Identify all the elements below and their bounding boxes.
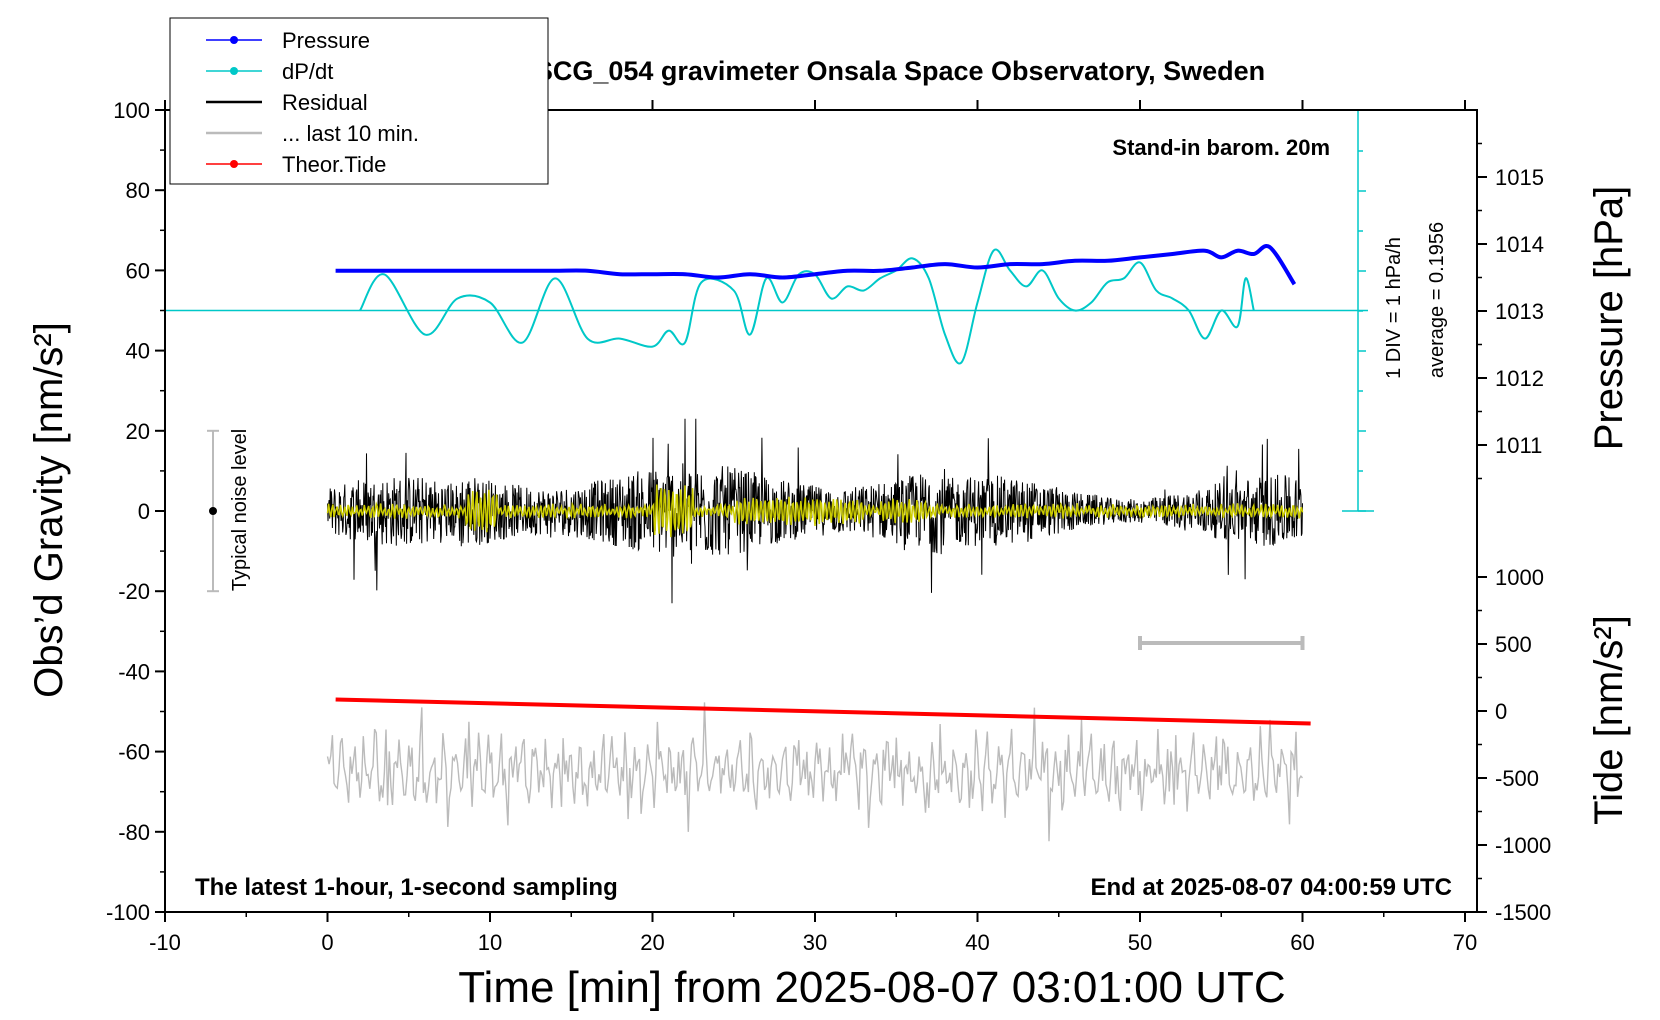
y-tick-label: 0 bbox=[138, 499, 150, 524]
x-tick-label: 0 bbox=[321, 930, 333, 955]
legend-marker bbox=[230, 160, 238, 168]
legend-label: Residual bbox=[282, 90, 368, 115]
x-axis-label: Time [min] from 2025-08-07 03:01:00 UTC bbox=[458, 963, 1285, 1012]
y-tick-label: 60 bbox=[126, 258, 150, 283]
residual-smoothed-line bbox=[326, 484, 1304, 538]
y-tick-label: -80 bbox=[118, 820, 150, 845]
legend-label: Pressure bbox=[282, 28, 370, 53]
tide-tick-label: 0 bbox=[1495, 699, 1507, 724]
x-tick-label: -10 bbox=[149, 930, 181, 955]
y-tick-label: -100 bbox=[106, 900, 150, 925]
tide-tick-label: 500 bbox=[1495, 632, 1532, 657]
tide-tick-label: -500 bbox=[1495, 766, 1539, 791]
legend: Pressure dP/dt Residual ... last 10 min. The… bbox=[169, 17, 549, 185]
y-tick-label: 100 bbox=[113, 98, 150, 123]
y-tick-label: 40 bbox=[126, 339, 150, 364]
tide-axis-label: Tide [nm/s²] bbox=[1587, 615, 1631, 825]
average-label: average = 0.1956 bbox=[1426, 222, 1448, 378]
legend-label: dP/dt bbox=[282, 59, 333, 84]
pressure-tick-label: 1011 bbox=[1495, 433, 1542, 458]
last-10-min-line bbox=[326, 702, 1304, 842]
noise-label: Typical noise level bbox=[229, 429, 251, 591]
x-tick-label: 60 bbox=[1290, 930, 1314, 955]
tide-tick-label: -1500 bbox=[1495, 900, 1551, 925]
x-tick-label: 10 bbox=[478, 930, 502, 955]
x-tick-label: 40 bbox=[965, 930, 989, 955]
y-tick-label: -60 bbox=[118, 740, 150, 765]
pressure-axis-label: Pressure [hPa] bbox=[1587, 186, 1631, 451]
pressure-tick-label: 1013 bbox=[1495, 299, 1544, 324]
pressure-tick-label: 1012 bbox=[1495, 366, 1544, 391]
x-tick-label: 70 bbox=[1453, 930, 1477, 955]
legend-marker bbox=[230, 36, 238, 44]
noise-center-dot bbox=[209, 507, 217, 515]
frame-layer bbox=[164, 109, 1478, 913]
theoretical-tide-line bbox=[335, 697, 1311, 726]
bottom-left-annotation: The latest 1-hour, 1-second sampling bbox=[195, 874, 618, 901]
chart-title: SCG_054 gravimeter Onsala Space Observat… bbox=[535, 56, 1265, 86]
x-tick-label: 30 bbox=[803, 930, 827, 955]
tick-layer: -10 0 10 20 30 40 50 60 70100806040200-20-40-60-… bbox=[106, 98, 1551, 955]
dpdt-line bbox=[359, 248, 1255, 365]
y-tick-label: 80 bbox=[126, 178, 150, 203]
pressure-tick-label: 1014 bbox=[1495, 232, 1544, 257]
plot-frame bbox=[164, 109, 1478, 913]
data-layer bbox=[165, 109, 1374, 842]
pressure-tick-label: 1015 bbox=[1495, 165, 1544, 190]
div-label: 1 DIV = 1 hPa/h bbox=[1383, 237, 1405, 379]
barometer-annotation: Stand-in barom. 20m bbox=[1112, 135, 1330, 160]
y-axis-label-left: Obs’d Gravity [nm/s²] bbox=[27, 322, 71, 698]
y-tick-label: -40 bbox=[118, 659, 150, 684]
tide-tick-label: -1000 bbox=[1495, 833, 1551, 858]
y-tick-label: -20 bbox=[118, 579, 150, 604]
tide-tick-label: 1000 bbox=[1495, 565, 1544, 590]
legend-label: ... last 10 min. bbox=[282, 121, 419, 146]
pressure-line bbox=[335, 244, 1297, 286]
y-tick-label: 20 bbox=[126, 419, 150, 444]
legend-marker bbox=[230, 67, 238, 75]
bottom-right-annotation: End at 2025-08-07 04:00:59 UTC bbox=[1091, 874, 1453, 901]
x-tick-label: 50 bbox=[1128, 930, 1152, 955]
x-tick-label: 20 bbox=[640, 930, 664, 955]
legend-label: Theor.Tide bbox=[282, 152, 386, 177]
